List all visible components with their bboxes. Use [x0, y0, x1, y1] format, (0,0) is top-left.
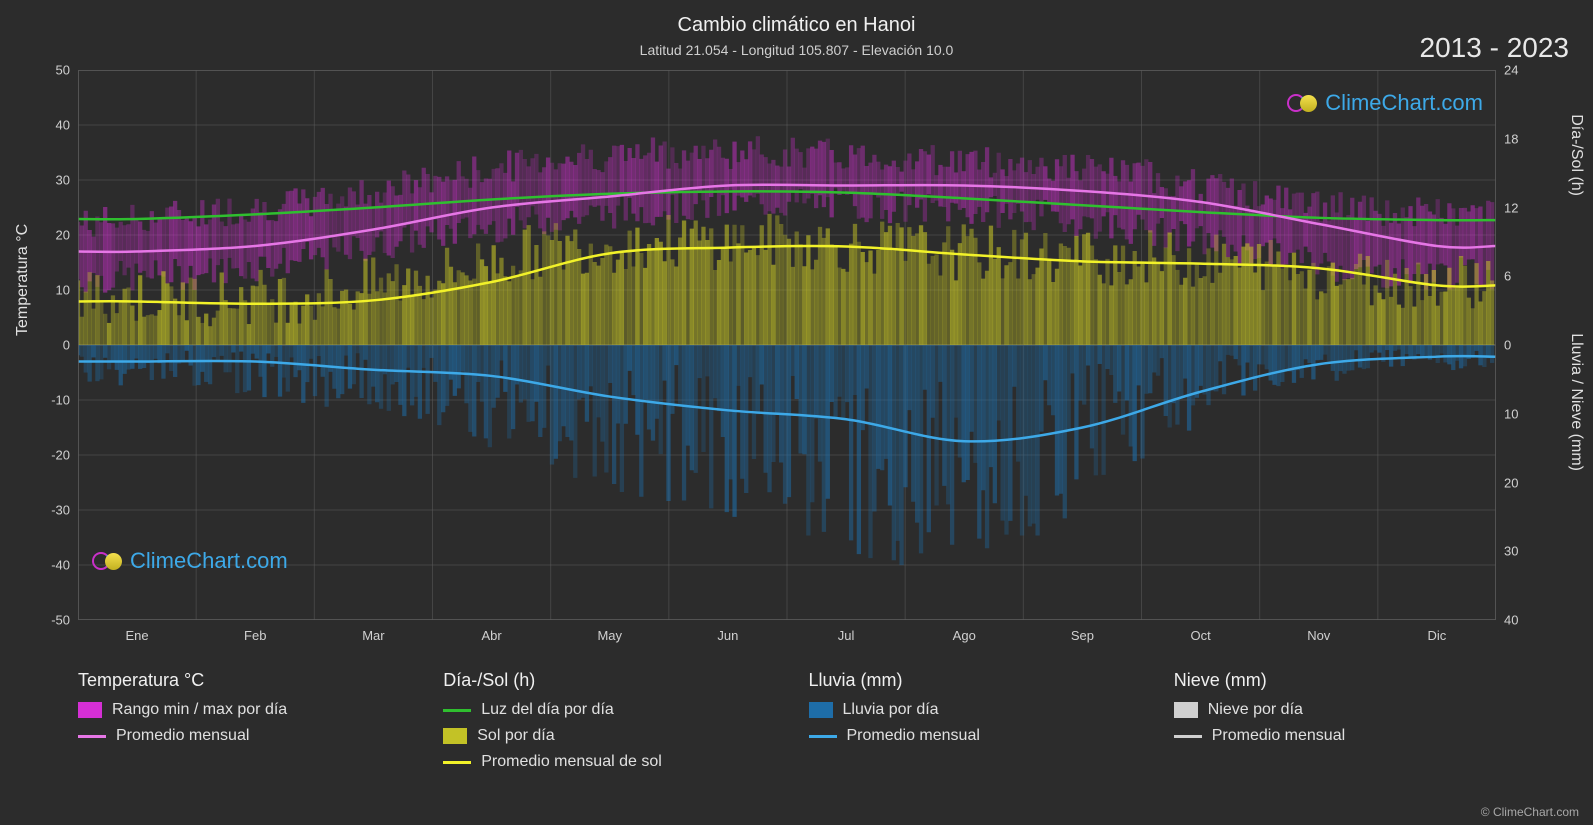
axis-tick-label: 20: [1504, 475, 1518, 490]
legend-group-title: Lluvia (mm): [809, 670, 1150, 691]
axis-tick-label: Jul: [838, 628, 855, 643]
legend-item-label: Sol por día: [477, 727, 554, 745]
legend-item: Sol por día: [443, 727, 784, 745]
axis-tick-label: 10: [1504, 406, 1518, 421]
legend-group-title: Temperatura °C: [78, 670, 419, 691]
axis-tick-label: 18: [1504, 131, 1518, 146]
axis-tick-label: -40: [51, 558, 70, 573]
axis-tick-label: Feb: [244, 628, 266, 643]
axis-tick-label: -30: [51, 503, 70, 518]
legend-item-label: Nieve por día: [1208, 701, 1303, 719]
legend-block-swatch: [443, 728, 467, 744]
axis-tick-label: 6: [1504, 269, 1511, 284]
legend-group: Nieve (mm) Nieve por día Promedio mensual: [1174, 670, 1515, 779]
legend-group: Lluvia (mm) Lluvia por día Promedio mensua…: [809, 670, 1150, 779]
axis-tick-label: 20: [56, 228, 70, 243]
legend-group: Día-/Sol (h) Luz del día por día Sol por d…: [443, 670, 784, 779]
legend-item: Promedio mensual: [78, 727, 419, 745]
legend: Temperatura °C Rango min / max por día Pro…: [78, 670, 1515, 779]
axis-tick-label: Oct: [1190, 628, 1210, 643]
axis-tick-label: 12: [1504, 200, 1518, 215]
legend-item: Nieve por día: [1174, 701, 1515, 719]
legend-group-title: Nieve (mm): [1174, 670, 1515, 691]
axis-tick-label: Dic: [1428, 628, 1447, 643]
axis-tick-label: Nov: [1307, 628, 1330, 643]
chart-subtitle: Latitud 21.054 - Longitud 105.807 - Elev…: [0, 42, 1593, 58]
legend-line-swatch: [1174, 735, 1202, 738]
axis-tick-label: Ene: [126, 628, 149, 643]
legend-group: Temperatura °C Rango min / max por día Pro…: [78, 670, 419, 779]
legend-item: Promedio mensual: [1174, 727, 1515, 745]
legend-item: Promedio mensual: [809, 727, 1150, 745]
axis-tick-label: Mar: [362, 628, 384, 643]
axis-tick-label: 30: [1504, 544, 1518, 559]
axis-tick-label: 30: [56, 173, 70, 188]
y-axis-left-label: Temperatura °C: [14, 224, 32, 336]
axis-tick-label: 0: [63, 338, 70, 353]
legend-item: Promedio mensual de sol: [443, 753, 784, 771]
legend-item-label: Promedio mensual: [847, 727, 980, 745]
legend-item: Luz del día por día: [443, 701, 784, 719]
legend-line-swatch: [809, 735, 837, 738]
y-axis-right-bottom-label: Lluvia / Nieve (mm): [1567, 333, 1585, 471]
legend-item: Lluvia por día: [809, 701, 1150, 719]
legend-line-swatch: [443, 709, 471, 712]
axis-tick-label: May: [597, 628, 622, 643]
legend-item-label: Promedio mensual: [116, 727, 249, 745]
chart-title: Cambio climático en Hanoi: [0, 14, 1593, 37]
y-axis-right-top-label: Día-/Sol (h): [1567, 114, 1585, 196]
axis-tick-label: 40: [1504, 613, 1518, 628]
legend-group-title: Día-/Sol (h): [443, 670, 784, 691]
legend-item-label: Lluvia por día: [843, 701, 939, 719]
legend-block-swatch: [809, 702, 833, 718]
legend-item-label: Luz del día por día: [481, 701, 614, 719]
legend-item: Rango min / max por día: [78, 701, 419, 719]
legend-item-label: Rango min / max por día: [112, 701, 287, 719]
axis-tick-label: Ago: [953, 628, 976, 643]
legend-block-swatch: [1174, 702, 1198, 718]
axis-tick-label: 40: [56, 118, 70, 133]
plot-svg: [78, 70, 1496, 620]
chart-container: Cambio climático en Hanoi Latitud 21.054…: [0, 0, 1593, 825]
axis-tick-label: -20: [51, 448, 70, 463]
axis-tick-label: 10: [56, 283, 70, 298]
axis-tick-label: -50: [51, 613, 70, 628]
axis-tick-label: Sep: [1071, 628, 1094, 643]
axis-tick-label: 24: [1504, 63, 1518, 78]
copyright: © ClimeChart.com: [1481, 805, 1579, 819]
axis-tick-label: Jun: [717, 628, 738, 643]
axis-tick-label: 50: [56, 63, 70, 78]
legend-item-label: Promedio mensual de sol: [481, 753, 662, 771]
plot-area: [78, 70, 1496, 620]
year-range: 2013 - 2023: [1420, 32, 1569, 64]
legend-item-label: Promedio mensual: [1212, 727, 1345, 745]
legend-line-swatch: [443, 761, 471, 764]
legend-block-swatch: [78, 702, 102, 718]
axis-tick-label: Abr: [481, 628, 501, 643]
legend-line-swatch: [78, 735, 106, 738]
axis-tick-label: -10: [51, 393, 70, 408]
axis-tick-label: 0: [1504, 338, 1511, 353]
